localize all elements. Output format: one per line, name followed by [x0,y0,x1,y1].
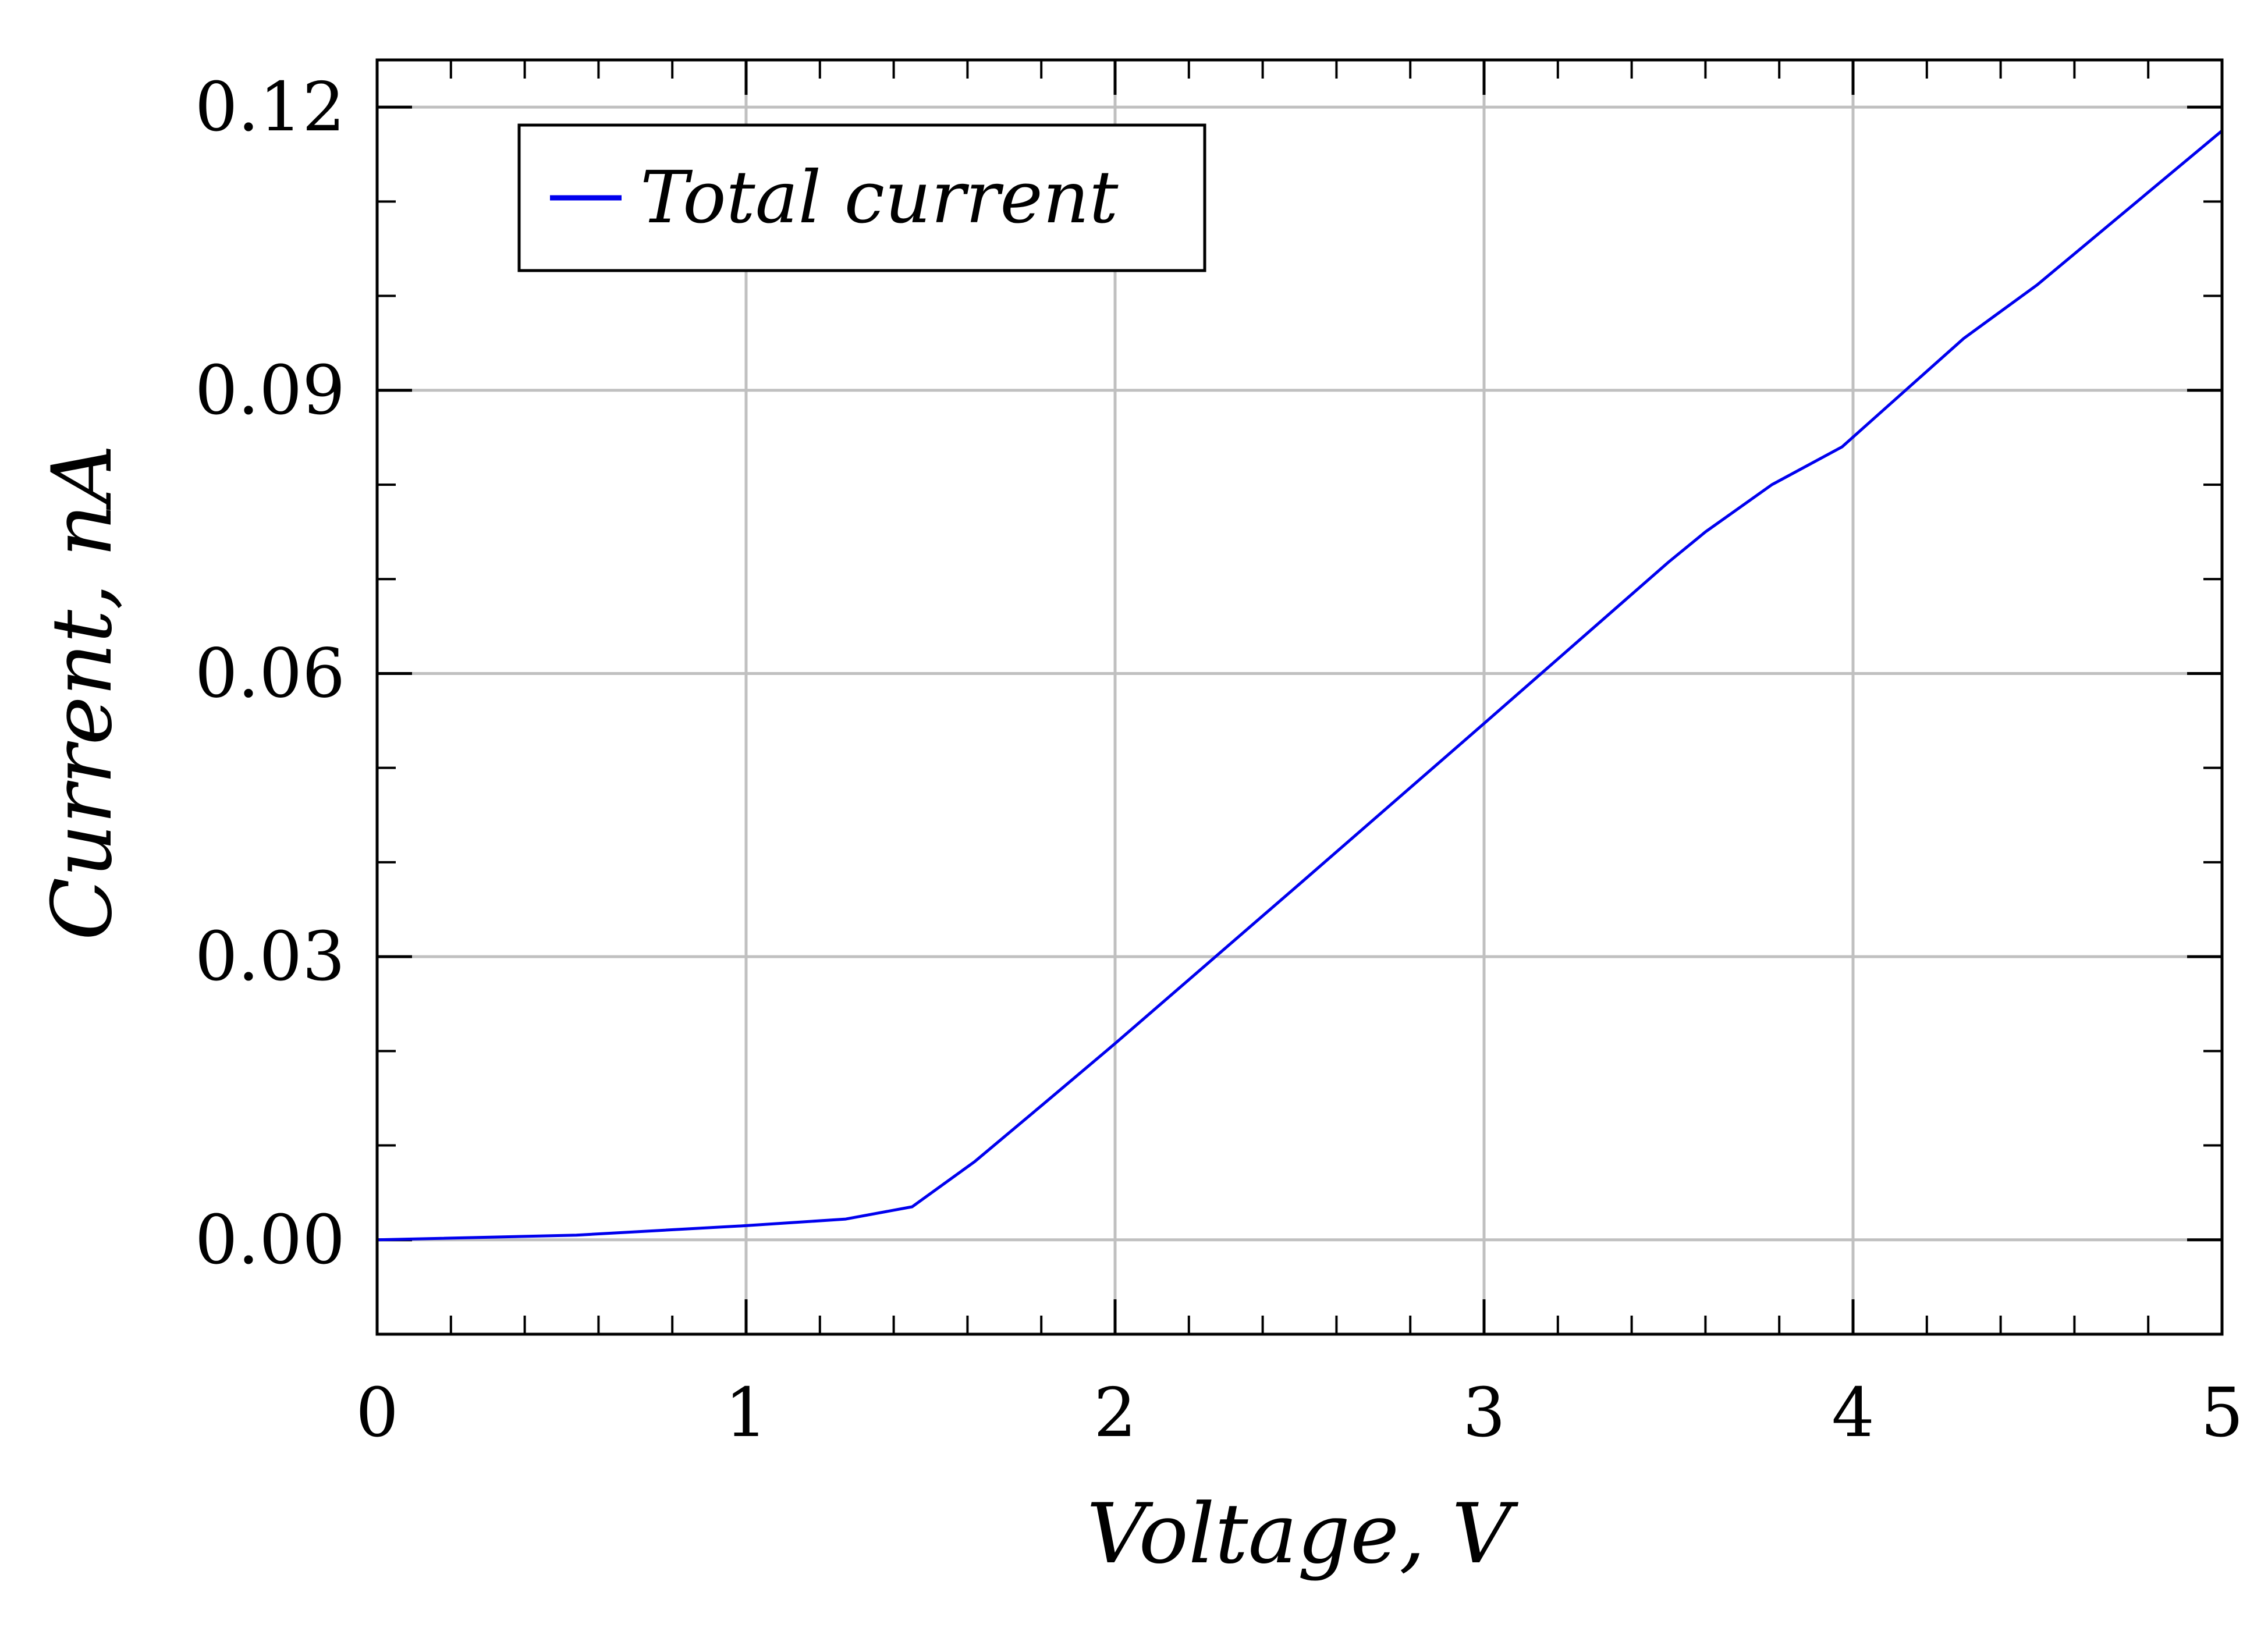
x-axis-title: Voltage, V [1087,1486,1518,1582]
minor-ticks [377,60,2222,1334]
y-tick-label: 0.00 [195,1201,345,1280]
x-tick-label: 3 [1463,1374,1506,1452]
y-tick-label: 0.06 [195,634,345,713]
y-axis-title: Current, nA [34,445,130,941]
y-tick-labels: 0.00 0.03 0.06 0.09 0.12 [195,68,345,1280]
legend: Total current [517,123,1206,272]
y-tick-label: 0.03 [195,918,345,996]
y-tick-label: 0.12 [195,68,345,147]
x-tick-label: 1 [725,1374,768,1452]
plot-frame [375,58,2224,1336]
grid-lines [377,60,2222,1334]
x-tick-label: 2 [1094,1374,1137,1452]
legend-label: Total current [640,156,1119,240]
x-tick-labels: 0 1 2 3 4 5 [356,1374,2244,1452]
legend-box [517,123,1206,272]
x-tick-label: 4 [1832,1374,1875,1452]
series-layer [377,129,2223,1242]
x-tick-label: 0 [356,1374,399,1452]
y-tick-label: 0.09 [195,351,345,430]
series-line-total-current [377,129,2223,1242]
x-tick-label: 5 [2200,1374,2244,1452]
